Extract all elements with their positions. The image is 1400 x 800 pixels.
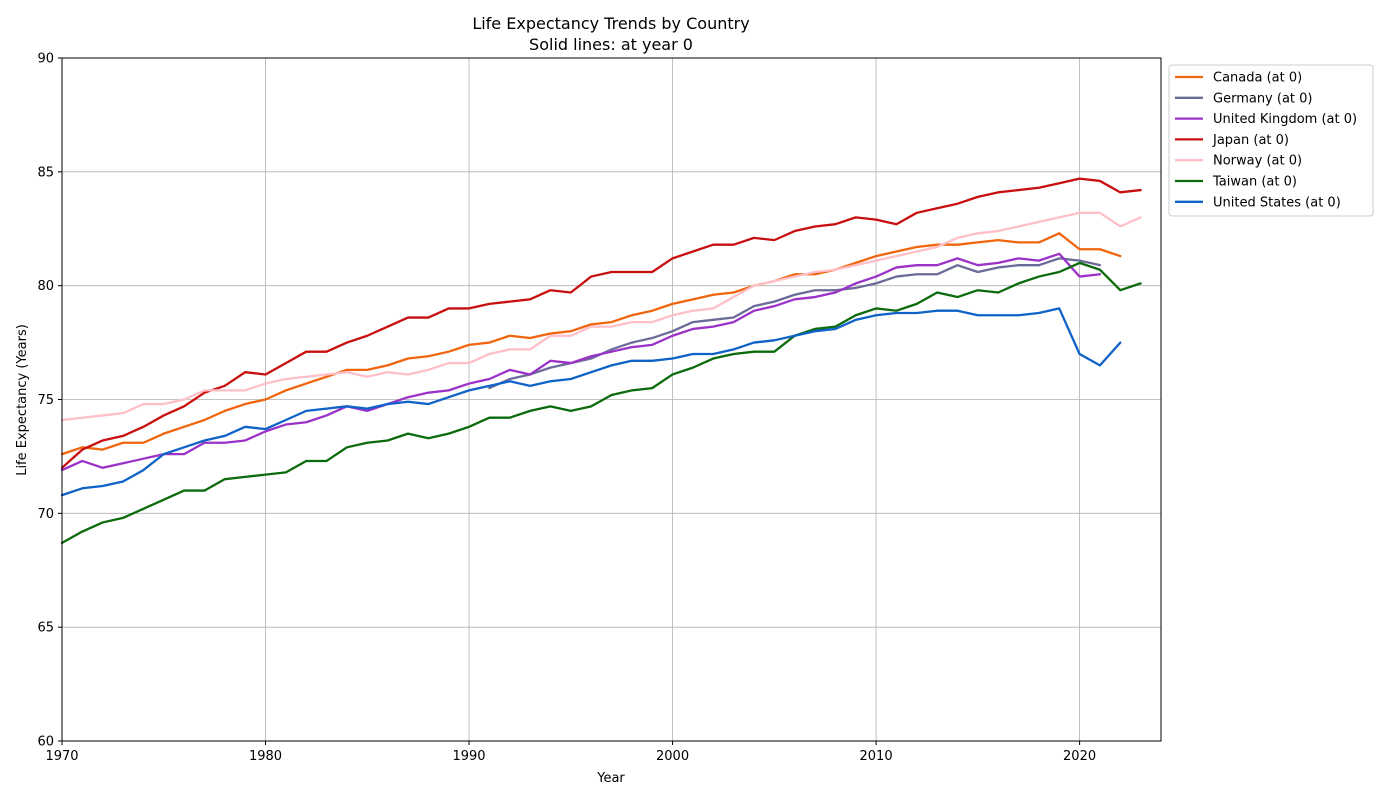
legend-items: Canada (at 0) Germany (at 0) United Kingdo… [1175,71,1357,210]
legend-label: Norway (at 0) [1213,154,1302,169]
chart-title: Life Expectancy Trends by Country [472,14,749,33]
legend-label: Germany (at 0) [1213,91,1313,106]
legend-label: Japan (at 0) [1212,133,1289,148]
y-axis-label: Life Expectancy (Years) [15,324,30,476]
x-tick-label: 2000 [656,749,689,764]
legend-item: United Kingdom (at 0) [1175,112,1357,127]
y-tick-label: 60 [37,735,54,750]
x-axis-label: Year [596,771,625,786]
legend-item: Taiwan (at 0) [1175,175,1297,190]
y-tick-label: 75 [37,393,54,408]
series-line-4 [60,211,1142,422]
legend-label: Taiwan (at 0) [1212,175,1297,190]
legend-item: Canada (at 0) [1175,71,1302,86]
x-tick-label: 2010 [860,749,893,764]
axis-ticks: 1970 1980 1990 2000 2010 2020 60 65 70 75 80 85 90 [37,52,1096,765]
legend-item: Germany (at 0) [1175,91,1313,106]
y-tick-label: 65 [37,621,54,636]
y-tick-label: 90 [37,52,54,67]
legend: Canada (at 0) Germany (at 0) United Kingdo… [1168,64,1374,217]
series-line-2 [60,252,1102,472]
chart-subtitle: Solid lines: at year 0 [529,35,693,54]
y-tick-label: 80 [37,279,54,294]
x-tick-label: 1980 [249,749,282,764]
y-tick-label: 70 [37,507,54,522]
series-line-6 [60,307,1122,497]
y-tick-label: 85 [37,165,54,180]
legend-item: Norway (at 0) [1175,154,1302,169]
legend-label: Canada (at 0) [1213,71,1302,86]
x-tick-label: 2020 [1063,749,1096,764]
x-tick-label: 1970 [45,749,78,764]
series-line-5 [60,261,1142,545]
legend-item: United States (at 0) [1175,195,1341,210]
legend-label: United Kingdom (at 0) [1213,112,1357,127]
series-line-1 [488,257,1102,390]
legend-item: Japan (at 0) [1175,133,1289,148]
x-tick-label: 1990 [452,749,485,764]
series-line-3 [60,177,1142,469]
legend-box [1168,64,1374,217]
series-lines [60,177,1142,545]
legend-label: United States (at 0) [1213,195,1341,210]
